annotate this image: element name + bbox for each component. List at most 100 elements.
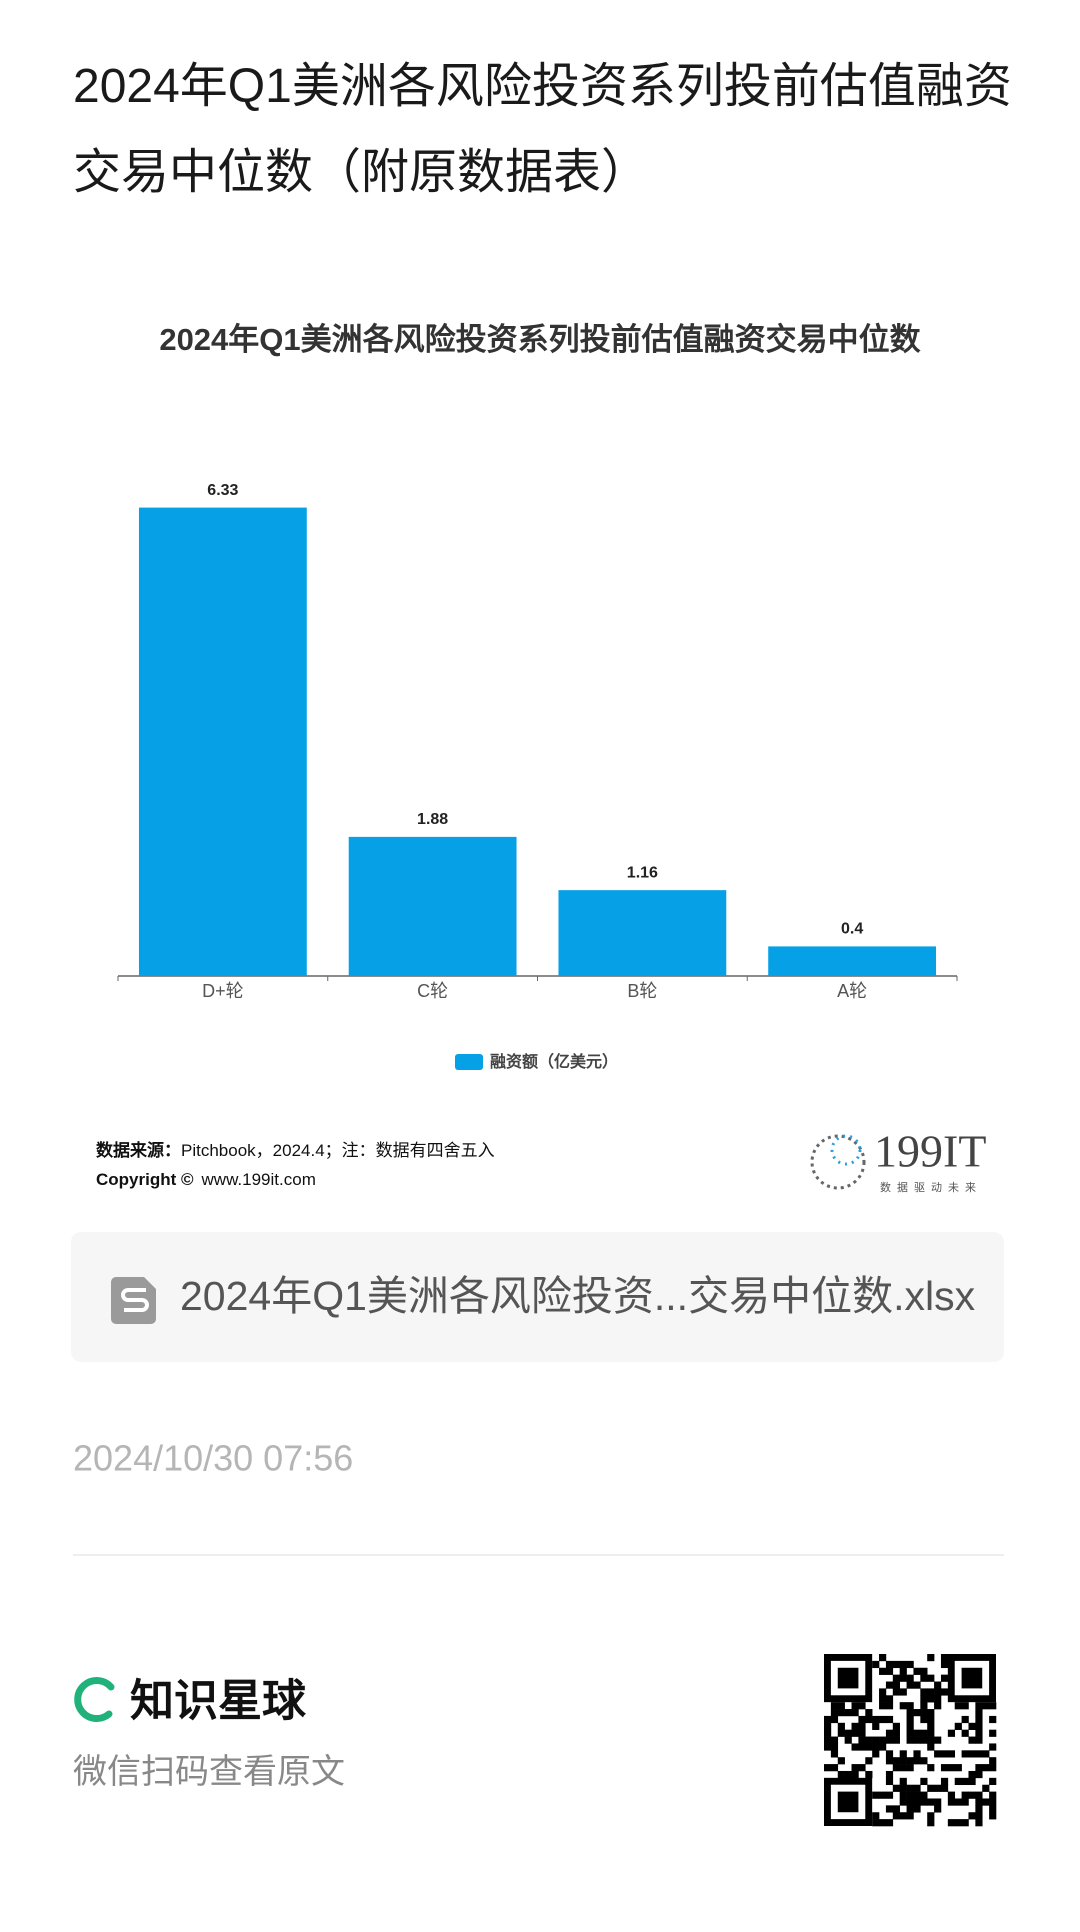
qr-module [920,1798,928,1806]
qr-module [954,1798,962,1806]
legend-swatch [455,1054,483,1070]
bar [348,836,517,976]
attachment-filename[interactable]: 2024年Q1美洲各风险投资...交易中位数.xlsx [180,1273,976,1319]
qr-module [927,1688,935,1696]
qr-module [968,1791,976,1799]
qr-module [920,1667,928,1675]
qr-module [989,1791,997,1799]
qr-module [927,1743,935,1751]
qr-module [837,1722,845,1730]
qr-module [879,1791,887,1799]
qr-module [975,1764,983,1772]
qr-module [844,1770,852,1779]
attachment-card[interactable] [71,1232,1004,1362]
qr-module [989,1798,997,1806]
qr-module [824,1722,832,1730]
qr-code [824,1653,997,1827]
qr-module [899,1688,907,1696]
copyright-label: Copyright © [96,1170,194,1189]
qr-module [879,1715,887,1724]
x-tick-label: D+轮 [202,981,244,1001]
qr-module [940,1777,949,1786]
qr-module [885,1667,894,1675]
qr-module [934,1736,942,1744]
qr-module [899,1764,907,1772]
qr-module [913,1709,921,1717]
qr-module [927,1722,935,1730]
qr-module [934,1702,942,1710]
qr-module [975,1819,983,1827]
qr-module [947,1798,956,1806]
qr-module [954,1819,962,1827]
qr-module [934,1750,942,1758]
qr-module [837,1702,845,1710]
qr-module [940,1750,949,1758]
qr-module [892,1674,900,1682]
qr-module [913,1805,921,1813]
logo: 199IT 数据驱动未来 [810,1126,986,1194]
qr-module [927,1695,935,1703]
qr-module [844,1736,852,1744]
qr-module [989,1757,997,1765]
qr-module [934,1805,942,1813]
qr-module [906,1757,914,1765]
qr-module [989,1729,997,1737]
qr-module [892,1784,900,1792]
qr-module [920,1757,928,1765]
qr-module [865,1743,873,1751]
qr-finder [824,1777,873,1827]
qr-module [824,1736,832,1744]
qr-module [913,1757,921,1765]
qr-module [885,1770,894,1779]
qr-module [851,1729,859,1737]
qr-module [913,1784,921,1792]
qr-module [961,1777,969,1786]
qr-module [975,1729,983,1737]
qr-module [837,1770,845,1779]
qr-module [940,1674,949,1682]
chart-title: 2024年Q1美洲各风险投资系列投前估值融资交易中位数 [159,322,920,357]
qr-module [892,1736,900,1744]
qr-module [885,1805,894,1813]
qr-module [913,1736,921,1744]
qr-module [947,1729,956,1737]
qr-module [947,1791,956,1799]
bar [138,507,307,976]
qr-module [920,1709,928,1717]
qr-module [927,1784,935,1792]
qr-module [885,1757,894,1765]
qr-module [892,1764,900,1772]
qr-module [947,1819,956,1827]
qr-module [830,1715,839,1724]
x-tick-label: B轮 [627,981,657,1001]
qr-module [892,1688,900,1696]
brand-icon [74,1677,115,1722]
qr-module [906,1784,914,1792]
qr-module [885,1819,894,1827]
logo-tagline: 数据驱动未来 [880,1180,982,1194]
qr-module [927,1674,935,1682]
copyright: Copyright © www.199it.com [96,1170,316,1189]
copyright-text: www.199it.com [201,1170,316,1189]
qr-module [885,1660,894,1669]
qr-module [989,1812,997,1820]
qr-module [927,1709,935,1717]
qr-module [934,1784,942,1792]
logo-name: 199IT [874,1126,986,1177]
legend-label: 融资额（亿美元） [490,1052,618,1071]
qr-module [920,1695,928,1703]
qr-module [892,1729,900,1737]
qr-module [927,1654,935,1662]
qr-module [920,1736,928,1744]
qr-module [961,1715,969,1724]
qr-module [892,1722,900,1730]
brand: 知识星球 [130,1677,307,1726]
qr-finder [837,1667,859,1689]
source-text: Pitchbook，2024.4；注：数据有四舍五入 [181,1141,495,1160]
qr-module [837,1709,845,1717]
qr-module [872,1743,880,1751]
qr-module [913,1798,921,1806]
file-icon [111,1277,156,1324]
qr-module [851,1743,859,1751]
